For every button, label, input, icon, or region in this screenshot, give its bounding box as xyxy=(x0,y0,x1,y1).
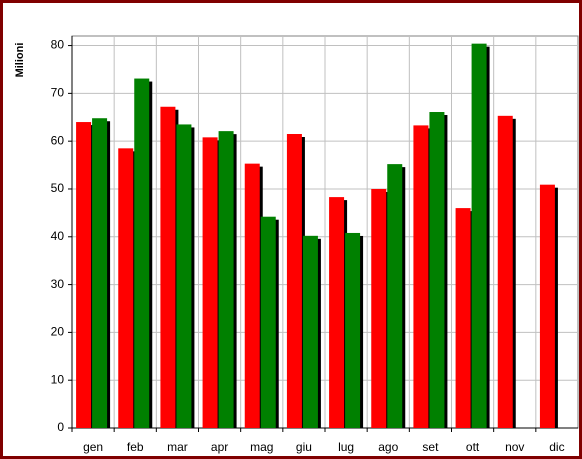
bar xyxy=(329,197,345,428)
bar xyxy=(429,112,445,428)
bar xyxy=(302,235,318,428)
x-tick-label: lug xyxy=(338,440,354,454)
bar xyxy=(345,232,361,428)
bar xyxy=(471,43,487,429)
y-tick-label: 70 xyxy=(51,86,65,100)
bar xyxy=(160,106,176,428)
bar xyxy=(176,124,192,428)
x-tick-label: ott xyxy=(466,440,480,454)
x-tick-label: nov xyxy=(505,440,524,454)
x-tick-label: mag xyxy=(250,440,273,454)
bar xyxy=(260,216,276,428)
x-tick-label: dic xyxy=(549,440,564,454)
x-tick-label: apr xyxy=(211,440,228,454)
y-tick-label: 50 xyxy=(51,181,65,195)
bar xyxy=(202,137,218,428)
bar xyxy=(244,163,260,428)
x-tick-label: gen xyxy=(83,440,103,454)
bar xyxy=(371,188,387,428)
bar xyxy=(76,122,92,429)
y-tick-label: 10 xyxy=(51,372,65,386)
y-tick-label: 60 xyxy=(51,133,65,147)
y-tick-label: 80 xyxy=(51,38,65,52)
bar xyxy=(539,184,555,428)
y-tick-label: 40 xyxy=(51,229,65,243)
y-tick-label: 30 xyxy=(51,277,65,291)
x-tick-label: giu xyxy=(296,440,312,454)
bar xyxy=(134,78,150,429)
bar xyxy=(387,164,403,429)
bar xyxy=(92,118,108,428)
bar xyxy=(497,115,513,429)
bar xyxy=(218,131,234,428)
y-axis-label: Milioni xyxy=(14,43,26,78)
x-tick-label: ago xyxy=(378,440,398,454)
x-tick-label: set xyxy=(422,440,439,454)
bar xyxy=(286,134,302,428)
bar xyxy=(455,208,471,428)
y-tick-label: 0 xyxy=(57,420,64,434)
y-tick-label: 20 xyxy=(51,325,65,339)
bar xyxy=(413,125,429,429)
bar xyxy=(118,148,134,428)
x-tick-label: mar xyxy=(167,440,188,454)
x-tick-label: feb xyxy=(127,440,144,454)
